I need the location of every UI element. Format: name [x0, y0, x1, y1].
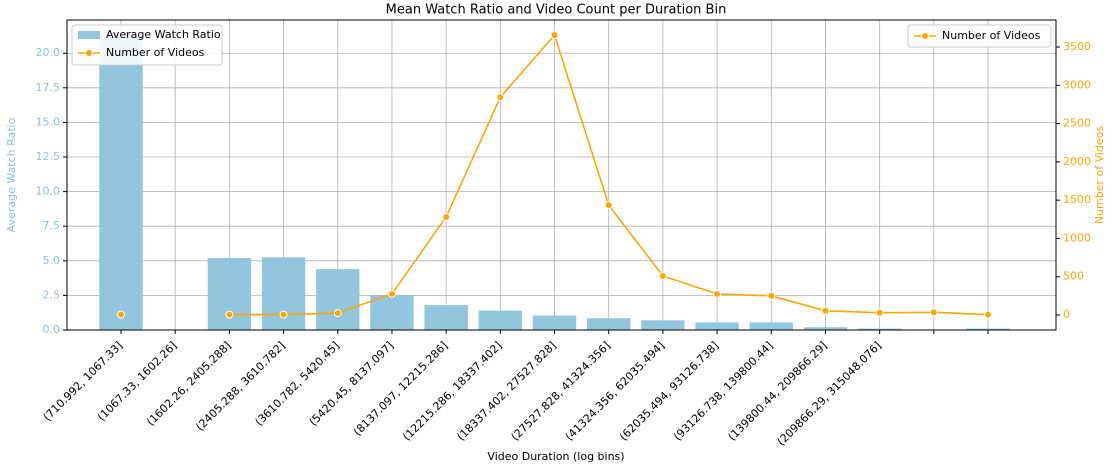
x-tick-label: (209866.29, 315048.076]: [775, 339, 884, 448]
y2-tick-label: 0: [1063, 308, 1070, 321]
line-point: [333, 309, 342, 318]
y2-tick-label: 1500: [1063, 193, 1091, 206]
x-tick-label: (93126.738, 139800.44]: [671, 339, 775, 443]
y-tick-label: 2.5: [43, 288, 61, 301]
y-tick-label: 5.0: [43, 254, 61, 267]
line-point: [658, 271, 667, 280]
line-point: [225, 310, 234, 319]
line-point: [117, 310, 125, 319]
line-point: [442, 212, 451, 221]
bar: [749, 322, 793, 330]
x-tick-label: (12215.286, 18337.402]: [400, 339, 504, 443]
bar: [207, 258, 252, 330]
y2-axis-label: Number of Videos: [1093, 126, 1106, 225]
y-tick-label: 10.0: [36, 185, 61, 198]
x-tick-label: (2405.288, 3610.782]: [193, 339, 287, 433]
line-point: [984, 310, 993, 319]
bar: [424, 305, 468, 330]
legend: Average Watch Ratio Number of Videos: [71, 24, 223, 66]
x-tick-label: (8137.097, 12215.286]: [351, 339, 450, 438]
bar: [857, 328, 902, 330]
bar: [966, 328, 1010, 330]
y-tick-label: 15.0: [36, 115, 61, 128]
x-tick-label: (62035.494, 93126.738]: [617, 339, 721, 443]
y-tick-label: 0.0: [43, 323, 61, 336]
line-point: [387, 289, 396, 298]
y2-tick-label: 3500: [1063, 40, 1091, 53]
line-point: [767, 291, 776, 300]
y2-tick-label: 2000: [1063, 155, 1091, 168]
bar: [316, 269, 360, 330]
legend-label: Number of Videos: [106, 46, 205, 59]
bar: [695, 322, 739, 330]
line-point: [550, 31, 559, 40]
line-point: [875, 308, 884, 317]
bar: [261, 257, 306, 330]
x-tick-label: (41324.356, 62035.494]: [563, 339, 667, 443]
y-tick-label: 12.5: [36, 150, 61, 163]
x-axis-label: Video Duration (log bins): [487, 450, 624, 463]
legend-label: Number of Videos: [942, 29, 1041, 42]
bar: [803, 327, 848, 330]
legend-swatch: [921, 32, 929, 40]
legend-swatch: [85, 49, 93, 57]
chart-title: Mean Watch Ratio and Video Count per Dur…: [386, 3, 727, 18]
bar: [641, 320, 685, 330]
legend: Number of Videos: [907, 24, 1052, 48]
y2-tick-label: 3000: [1063, 78, 1091, 91]
y-tick-label: 7.5: [43, 219, 61, 232]
line-point: [604, 201, 613, 210]
line-point: [496, 93, 505, 102]
legend-swatch: [78, 31, 100, 39]
plot-frame: [66, 19, 1057, 331]
legend-box: [907, 24, 1052, 48]
x-tick-label: (18337.402, 27527.828]: [454, 339, 558, 443]
line-point: [713, 289, 722, 298]
y2-tick-label: 2500: [1063, 117, 1091, 130]
y-axis-label: Average Watch Ratio: [5, 117, 18, 232]
line-point: [821, 306, 830, 315]
y-tick-label: 17.5: [36, 81, 61, 94]
legend-box: [71, 24, 223, 66]
bar: [532, 315, 577, 330]
x-tick-label: (27527.828, 41324.356]: [509, 339, 613, 443]
legend-label: Average Watch Ratio: [106, 28, 221, 41]
x-tick-label: (139800.44, 209866.29]: [725, 339, 829, 443]
bar: [99, 35, 143, 331]
y-tick-label: 20.0: [36, 46, 61, 59]
bar: [478, 310, 523, 330]
bar: [370, 295, 414, 330]
line-point: [929, 308, 938, 317]
y2-tick-label: 500: [1063, 270, 1084, 283]
line-point: [279, 310, 288, 319]
y2-tick-label: 1000: [1063, 231, 1091, 244]
bar: [587, 318, 631, 330]
